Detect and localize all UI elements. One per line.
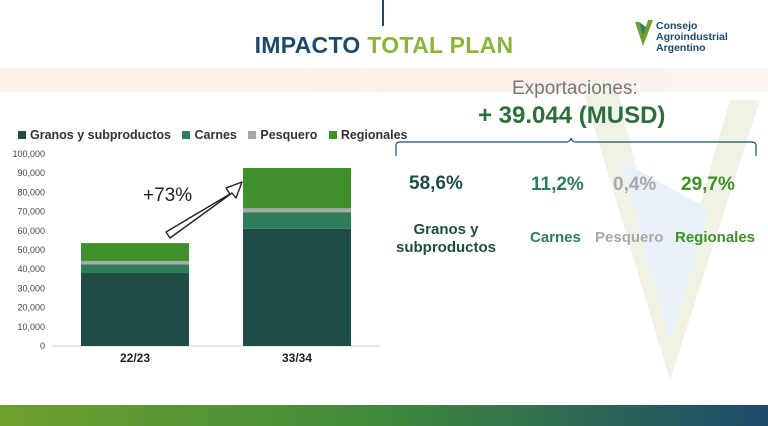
legend-label: Carnes [194, 128, 237, 142]
growth-arrow-icon [165, 181, 243, 239]
pct-pesquero: 0,4% [613, 174, 657, 195]
name-carnes: Carnes [530, 229, 581, 246]
logo-line-1: Consejo [656, 20, 698, 32]
footer-bar [0, 405, 768, 426]
pct-granos: 58,6% [409, 173, 463, 194]
bar-segment [81, 260, 189, 265]
bars [81, 168, 351, 346]
logo-line-2: Agroindustrial [656, 31, 728, 43]
legend-item-carnes: Carnes [182, 128, 237, 142]
pct-carnes: 11,2% [531, 174, 584, 195]
legend-item-granos: Granos y subproductos [18, 128, 171, 142]
bar-segment [81, 243, 189, 261]
legend-label: Granos y subproductos [30, 128, 171, 142]
page-title: IMPACTO TOTAL PLAN [0, 32, 768, 59]
legend-label: Regionales [340, 128, 408, 142]
legend-swatch [248, 130, 257, 139]
growth-annotation-text: +73% [143, 185, 192, 206]
x-tick-label: 33/34 [282, 351, 312, 365]
x-axis-labels: 22/23 33/34 [120, 351, 312, 365]
name-regionales: Regionales [675, 229, 756, 246]
growth-annotation: +73% [143, 181, 243, 239]
legend-swatch [182, 130, 191, 139]
title-part-1: IMPACTO [254, 32, 361, 58]
bar-segment [243, 208, 351, 213]
bar-segment [81, 264, 189, 274]
y-tick-label: 20,000 [17, 303, 45, 313]
legend-swatch [18, 130, 26, 139]
y-tick-label: 70,000 [17, 207, 45, 217]
y-tick-label: 0 [40, 341, 45, 351]
y-tick-label: 50,000 [17, 245, 45, 255]
leaf-logo-icon [635, 20, 653, 46]
legend-label: Pesquero [260, 128, 318, 142]
logo-text: Consejo Agroindustrial Argentino [656, 21, 728, 54]
y-tick-label: 80,000 [17, 187, 45, 197]
bar-segment [243, 168, 351, 209]
y-tick-label: 40,000 [17, 264, 45, 274]
legend-item-regionales: Regionales [328, 128, 408, 142]
y-tick-label: 90,000 [17, 168, 45, 178]
legend-item-pesquero: Pesquero [248, 128, 317, 142]
divider-line [382, 0, 384, 26]
y-tick-label: 100,000 [12, 149, 45, 159]
summary-brace [395, 137, 757, 156]
stacked-bar-chart: 0 10,000 20,000 30,000 40,000 50,000 60,000 70,… [12, 149, 380, 365]
exports-value: + 39.044 (MUSD) [478, 102, 666, 129]
bar-segment [81, 273, 189, 346]
name-pesquero: Pesquero [595, 229, 664, 246]
legend-swatch [328, 130, 337, 139]
y-axis-ticks: 0 10,000 20,000 30,000 40,000 50,000 60,000 70,… [12, 149, 45, 351]
x-tick-label: 22/23 [120, 351, 150, 365]
chart-legend: Granos y subproductos Carnes Pesquero Re… [18, 128, 416, 142]
name-granos: Granos y subproductos [396, 221, 496, 256]
bar-segment [243, 228, 351, 346]
y-tick-label: 30,000 [17, 283, 45, 293]
decorative-band [0, 68, 768, 92]
exports-label: Exportaciones: [512, 78, 638, 99]
y-tick-label: 10,000 [17, 322, 45, 332]
bar-segment [243, 212, 351, 229]
logo-line-3: Argentino [656, 42, 706, 54]
title-part-2: TOTAL PLAN [367, 32, 514, 58]
y-tick-label: 60,000 [17, 226, 45, 236]
pct-regionales: 29,7% [681, 174, 735, 195]
decorative-logo-watermark [580, 80, 760, 380]
